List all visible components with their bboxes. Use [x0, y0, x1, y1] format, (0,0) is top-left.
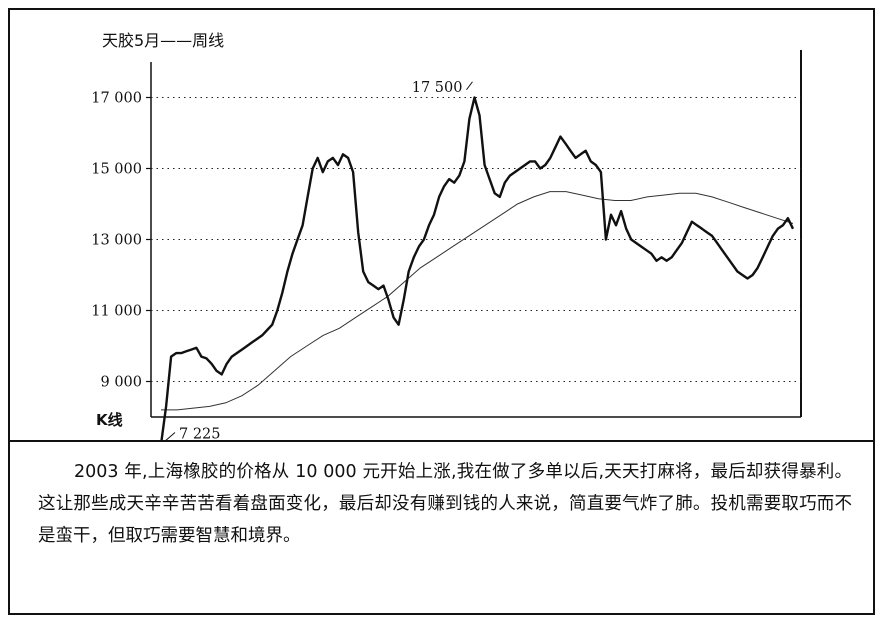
caption-divider: [8, 440, 875, 442]
weekly-price-chart: 天胶5月——周线 K线 17 000 15 000 13 000 11 000 9 00…: [91, 31, 802, 440]
y-tick-label-4: 9 000: [100, 375, 142, 391]
annotation-leader-1: [165, 432, 176, 440]
y-tick-label-1: 15 000: [91, 162, 142, 178]
figure-frame: [8, 8, 875, 615]
y-tick-label-0: 17 000: [91, 91, 142, 107]
annotation-label-0: 17 500: [412, 80, 463, 96]
y-tick-labels: 17 000 15 000 13 000 11 000 9 000: [91, 91, 142, 391]
annotations: 17 500 7 225: [165, 80, 473, 440]
y-tick-label-2: 13 000: [91, 233, 142, 249]
series-group: [160, 96, 795, 440]
y-tick-label-3: 11 000: [91, 304, 142, 320]
caption-text-block: 2003 年,上海橡胶的价格从 10 000 元开始上涨,我在做了多单以后,天天…: [38, 456, 852, 552]
moving-average-line: [161, 191, 794, 411]
caption-text: 2003 年,上海橡胶的价格从 10 000 元开始上涨,我在做了多单以后,天天…: [38, 462, 852, 546]
chart-title: 天胶5月——周线: [102, 31, 224, 50]
annotation-label-1: 7 225: [179, 427, 221, 440]
price-line: [160, 96, 795, 440]
gridlines: [146, 96, 801, 383]
annotation-leader-0: [466, 81, 473, 91]
y-axis-label: K线: [96, 411, 123, 429]
